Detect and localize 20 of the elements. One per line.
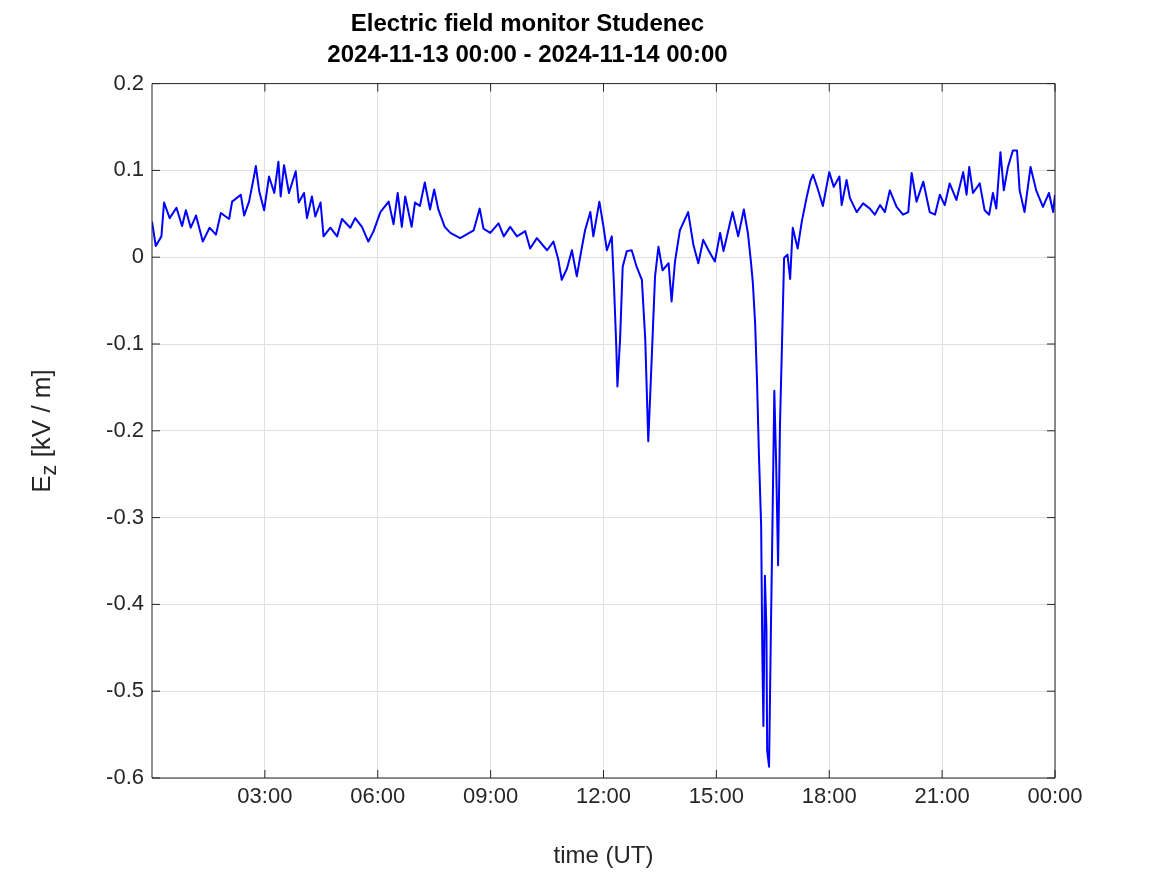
x-tick-label: 18:00 <box>801 783 857 809</box>
chart-title: Electric field monitor Studenec <box>350 9 705 37</box>
x-axis-title: time (UT) <box>553 841 654 869</box>
y-tick-label: -0.4 <box>106 590 144 616</box>
chart-subtitle: 2024-11-13 00:00 - 2024-11-14 00:00 <box>327 39 728 67</box>
y-tick-label: -0.5 <box>106 677 144 703</box>
x-tick-label: 21:00 <box>914 783 970 809</box>
y-tick-label: -0.6 <box>106 764 144 790</box>
x-tick-label: 15:00 <box>688 783 744 809</box>
x-tick-label: 12:00 <box>575 783 632 809</box>
y-tick-label: -0.2 <box>106 416 144 442</box>
y-tick-label: 0.1 <box>113 156 144 182</box>
y-tick-label: -0.3 <box>106 503 144 529</box>
y-tick-label: 0 <box>131 243 144 269</box>
x-tick-label: 03:00 <box>237 783 293 809</box>
x-tick-label: 00:00 <box>1027 783 1083 809</box>
y-tick-label: -0.1 <box>106 330 144 356</box>
y-tick-label: 0.2 <box>113 69 144 95</box>
x-tick-label: 09:00 <box>463 783 519 809</box>
x-tick-label: 06:00 <box>350 783 406 809</box>
